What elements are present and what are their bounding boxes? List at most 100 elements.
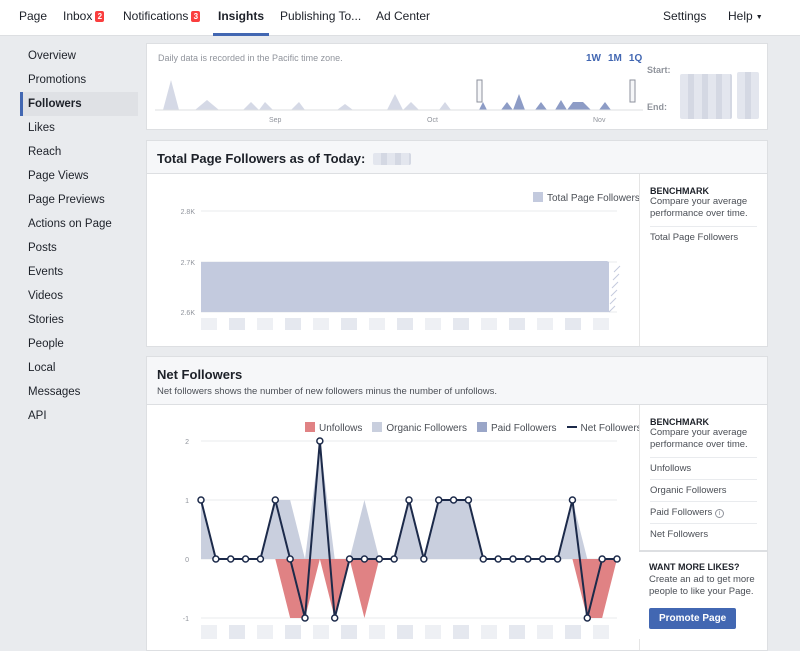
x-tick-label-redacted	[537, 318, 553, 330]
range-buttons: 1W 1M 1Q	[586, 53, 649, 64]
legend-paid-followers[interactable]: Paid Followers	[476, 422, 557, 434]
sidebar-item-posts[interactable]: Posts	[28, 242, 57, 254]
calendar-redacted[interactable]	[737, 72, 759, 119]
sidebar-item-overview[interactable]: Overview	[28, 50, 76, 62]
benchmark-desc: Compare your average performance over ti…	[650, 196, 748, 219]
range-sparkline[interactable]: Sep Oct Nov	[155, 72, 643, 126]
nav-publishing-tools[interactable]: Publishing To...	[280, 9, 362, 23]
legend-net-followers[interactable]: Net Followers	[566, 423, 642, 434]
net-followers-point[interactable]	[494, 555, 502, 563]
benchmark-row-total-followers[interactable]: Total Page Followers	[650, 226, 757, 248]
y-tick-label: 2.7K	[181, 260, 196, 267]
unfollows-area[interactable]	[201, 559, 617, 618]
net-followers-point[interactable]	[509, 555, 517, 563]
x-tick-label-redacted	[509, 318, 525, 330]
nav-inbox[interactable]: Inbox 2	[63, 0, 105, 36]
x-tick-label-redacted	[313, 625, 329, 639]
nav-page[interactable]: Page	[19, 9, 48, 23]
x-tick-label-redacted	[565, 625, 581, 639]
sidebar-item-stories[interactable]: Stories	[28, 314, 64, 326]
net-followers-point[interactable]	[345, 555, 354, 563]
net-followers-point[interactable]	[464, 496, 473, 504]
sidebar-item-page-previews[interactable]: Page Previews	[28, 194, 105, 206]
follower-count-redacted	[372, 153, 411, 165]
total-followers-title: Total Page Followers as of Today:	[157, 151, 366, 166]
net-followers-header: Net Followers Net followers shows the nu…	[147, 357, 767, 405]
total-followers-chart[interactable]: 2.8K 2.7K 2.6K	[147, 201, 639, 347]
sidebar-item-videos[interactable]: Videos	[28, 290, 63, 302]
net-followers-point[interactable]	[405, 496, 413, 504]
promote-page-button[interactable]: Promote Page	[649, 608, 737, 629]
net-followers-point[interactable]	[583, 614, 592, 622]
net-followers-point[interactable]	[524, 555, 532, 563]
x-tick-label-redacted	[369, 625, 385, 639]
nav-settings[interactable]: Settings	[663, 9, 707, 23]
legend-total-followers[interactable]: Total Page Followers	[533, 192, 640, 204]
range-handle-left[interactable]	[476, 79, 483, 103]
sidebar-item-likes[interactable]: Likes	[28, 122, 55, 134]
benchmark-row-net[interactable]: Net Followers	[650, 523, 757, 545]
net-followers-point[interactable]	[316, 437, 324, 445]
net-followers-point[interactable]	[301, 614, 309, 622]
sidebar-item-promotions[interactable]: Promotions	[28, 74, 87, 86]
x-tick-label-redacted	[257, 625, 273, 639]
net-followers-point[interactable]	[553, 555, 562, 563]
range-handle-right[interactable]	[629, 79, 636, 103]
nav-help[interactable]: Help ▼	[728, 9, 763, 23]
net-followers-point[interactable]	[598, 555, 606, 563]
net-followers-point[interactable]	[375, 555, 384, 563]
hatch-mark	[613, 265, 621, 273]
benchmark-row-paid[interactable]: Paid Followers i	[650, 501, 757, 523]
range-1w-button[interactable]: 1W	[586, 53, 601, 64]
sidebar-item-people[interactable]: People	[28, 338, 64, 350]
x-tick-label-redacted	[369, 318, 385, 330]
nav-ad-center[interactable]: Ad Center	[376, 9, 431, 23]
info-icon[interactable]: i	[714, 509, 724, 518]
net-followers-point[interactable]	[226, 555, 235, 563]
x-tick-label-redacted	[593, 318, 609, 330]
more-likes-header: WANT MORE LIKES?	[649, 562, 740, 572]
sidebar-item-reach[interactable]: Reach	[28, 146, 62, 158]
net-followers-point[interactable]	[449, 496, 458, 504]
date-range-panel: Daily data is recorded in the Pacific ti…	[146, 43, 768, 130]
net-followers-point[interactable]	[420, 555, 428, 563]
sidebar-item-events[interactable]: Events	[28, 266, 64, 278]
nav-notifications[interactable]: Notifications 3	[123, 0, 201, 36]
total-followers-area[interactable]	[201, 261, 609, 312]
net-followers-point[interactable]	[212, 555, 220, 563]
net-followers-point[interactable]	[538, 555, 547, 563]
benchmark-row-organic[interactable]: Organic Followers	[650, 479, 757, 501]
net-followers-point[interactable]	[568, 496, 577, 504]
sidebar: Overview Promotions Followers Likes Reach Pag…	[20, 44, 138, 428]
net-followers-point[interactable]	[479, 555, 488, 563]
x-tick-label-redacted	[341, 318, 357, 330]
total-followers-panel: Total Page Followers as of Today: Total …	[146, 140, 768, 347]
sidebar-item-messages[interactable]: Messages	[28, 386, 81, 398]
net-followers-point[interactable]	[197, 496, 205, 504]
nav-insights[interactable]: Insights	[213, 0, 270, 36]
legend-unfollows[interactable]: Unfollows	[305, 422, 362, 434]
benchmark-row-unfollows[interactable]: Unfollows	[650, 457, 757, 479]
range-1m-button[interactable]: 1M	[608, 53, 622, 64]
net-followers-point[interactable]	[613, 555, 621, 563]
sidebar-item-page-views[interactable]: Page Views	[28, 170, 89, 182]
hatch-mark	[609, 297, 617, 305]
net-followers-point[interactable]	[256, 555, 265, 563]
net-followers-point[interactable]	[241, 555, 250, 563]
sidebar-item-local[interactable]: Local	[28, 362, 56, 374]
net-followers-point[interactable]	[330, 614, 339, 622]
sidebar-item-followers[interactable]: Followers	[20, 92, 138, 116]
total-followers-legend: Total Page Followers	[523, 188, 640, 206]
net-followers-point[interactable]	[390, 555, 398, 563]
net-followers-chart[interactable]: 2 1 0 -1	[147, 429, 639, 651]
range-1q-button[interactable]: 1Q	[628, 53, 643, 64]
net-followers-point[interactable]	[271, 496, 280, 504]
sidebar-item-actions-on-page[interactable]: Actions on Page	[28, 218, 112, 230]
net-followers-point[interactable]	[434, 496, 443, 504]
x-tick-label-redacted	[425, 625, 441, 639]
legend-organic-followers[interactable]: Organic Followers	[372, 422, 467, 434]
net-followers-point[interactable]	[360, 555, 369, 563]
chevron-down-icon: ▼	[755, 14, 763, 21]
net-followers-point[interactable]	[286, 555, 294, 563]
sidebar-item-api[interactable]: API	[28, 410, 47, 422]
